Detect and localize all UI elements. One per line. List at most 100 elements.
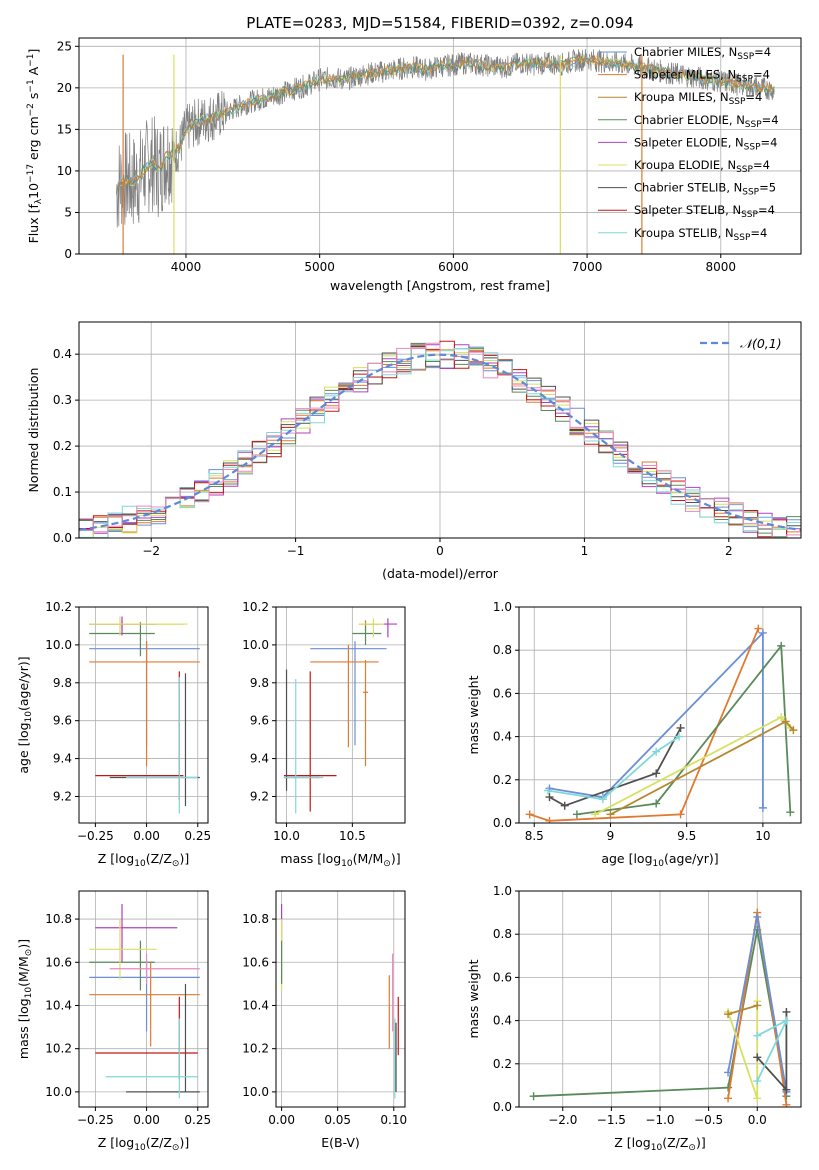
mass_weight_vs_age-marker [781, 717, 790, 726]
age_vs_Z-xtick-label: −0.25 [77, 829, 114, 843]
age_vs_mass-xlabel-part: )] [391, 851, 401, 866]
histogram-ytick-label: 0.0 [53, 531, 72, 545]
mass_weight_vs_Z-marker [753, 1053, 762, 1062]
mass_weight_vs_age-xtick-label: 10 [755, 829, 770, 843]
mass_weight_vs_Z-series-line [727, 1004, 758, 1015]
chart-layer: 4000 5000 6000 7000 80000510152025wavelength… [16, 37, 802, 1153]
mass_vs_ebv-xtick-label: 0.10 [380, 1113, 407, 1127]
spectrum-ylabel-part: s [26, 93, 41, 104]
age_vs_Z-ytick-label: 10.2 [45, 600, 72, 614]
spectrum-plot-area [116, 48, 775, 254]
mass_weight_vs_age-marker [591, 810, 600, 819]
legend-entry: Salpeter STELIB, NSSP=4 [634, 203, 775, 220]
mass_vs_ebv-ytick-label: 10.8 [242, 912, 269, 926]
spectrum-xtick-label: 8000 [706, 260, 737, 274]
legend-entry-part: =4 [753, 158, 770, 172]
mass_vs_Z-xlabel-part: )] [179, 1135, 189, 1150]
mass_weight_vs_age-ytick-label: 0.0 [493, 816, 512, 830]
mass_vs_Z-xlabel-part: 10 [134, 1143, 146, 1153]
histogram-step [79, 342, 801, 538]
mass_weight_vs_Z-marker [724, 1068, 733, 1077]
legend-entry-part: SSP [736, 165, 753, 175]
spectrum-ylabel-part: 10 [26, 183, 41, 199]
model-spectrum-line [116, 54, 775, 190]
age_vs_Z-ytick-label: 9.6 [53, 714, 72, 728]
legend-entry-part: SSP [734, 233, 751, 243]
mass_weight_vs_age-marker [560, 801, 569, 810]
mass_vs_Z-ylabel-part: 10 [24, 987, 34, 999]
legend-entry-part: Salpeter STELIB, [634, 203, 732, 217]
age_vs_Z-xlabel-part: )] [179, 851, 189, 866]
age_vs_Z-xlabel-part: Z [log [98, 851, 134, 866]
mass_vs_Z-ylabel-part: ⊙ [24, 949, 34, 957]
mass_weight_vs_age-ytick-label: 1.0 [493, 600, 512, 614]
mass_weight_vs_age-marker [598, 795, 607, 804]
mass_weight_vs_Z-ytick-label: 1.0 [493, 884, 512, 898]
spectrum-ylabel-part: −1 [26, 54, 36, 67]
mass_weight_vs_age-ytick-label: 0.4 [493, 730, 512, 744]
mass_vs_ebv-ytick-label: 10.2 [242, 1042, 269, 1056]
mass_vs_Z-ylabel: mass [log10(M/M⊙)] [16, 939, 34, 1059]
mass_weight_vs_Z-xlabel-part: (Z/Z [662, 1135, 688, 1150]
mass_weight_vs_age-marker [606, 810, 615, 819]
age_vs_mass-ytick-label: 10.0 [242, 638, 269, 652]
legend-entry-part: Chabrier MILES, [634, 45, 729, 59]
age_vs_Z-ylabel-part: age [log [16, 722, 31, 773]
spectrum-ytick-label: 10 [57, 164, 72, 178]
age_vs_Z-xlabel-part: ⊙ [172, 859, 180, 869]
legend-entry-part: SSP [742, 188, 759, 198]
spectrum-ylabel-part: −1 [26, 79, 36, 92]
legend-entry: Salpeter ELODIE, NSSP=4 [634, 135, 777, 152]
legend-entry-part: =4 [745, 90, 762, 104]
legend-entry-part: N [720, 90, 729, 104]
mass_weight_vs_age-series-line [529, 628, 760, 822]
mass_vs_Z-xlabel-part: ⊙ [172, 1143, 180, 1153]
histogram-ytick-label: 0.4 [53, 347, 72, 361]
mass_weight_vs_age-marker [786, 808, 795, 817]
legend-entry-part: Kroupa STELIB, [634, 226, 725, 240]
mass_vs_Z-ylabel-part: mass [log [16, 998, 31, 1059]
age_vs_Z-frame [78, 606, 209, 824]
mass_weight_vs_Z-xlabel-part: )] [696, 1135, 706, 1150]
mass_weight_vs_Z-marker [782, 1007, 791, 1016]
mass_weight_vs_Z-marker [753, 1001, 762, 1010]
mass_weight_vs_Z-plot-area [529, 908, 791, 1107]
age_vs_Z-xtick-label: 0.25 [184, 829, 211, 843]
mass_vs_ebv-plot-area [281, 903, 399, 1099]
mass_weight_vs_Z-xlabel-part: ⊙ [688, 1143, 696, 1153]
spectrum-ytick-label: 15 [57, 122, 72, 136]
age_vs_mass-xtick-label: 10.5 [339, 829, 366, 843]
mass_weight_vs_age-marker [754, 624, 763, 633]
mass_weight_vs_age-frame [518, 606, 802, 824]
mass_weight_vs_age-ytick-label: 0.8 [493, 643, 512, 657]
spectrum-frame [78, 37, 802, 255]
age_vs_mass-xlabel: mass [log10(M/M⊙)] [280, 851, 400, 869]
spectrum-ylabel-part: −17 [26, 164, 36, 183]
spectrum-xtick-label: 4000 [171, 260, 202, 274]
mass_weight_vs_age-marker [758, 803, 767, 812]
spectrum-ylabel-part: Flux [f [26, 204, 41, 244]
mass_vs_Z-xtick-label: 0.25 [184, 1113, 211, 1127]
mass_vs_Z-ytick-label: 10.8 [45, 912, 72, 926]
histogram-xtick-label: 2 [725, 544, 733, 558]
mass_weight_vs_age-xtick-label: 9.5 [677, 829, 696, 843]
legend-entry-part: N [732, 203, 741, 217]
mass_weight_vs_Z-xlabel: Z [log10(Z/Z⊙)] [614, 1135, 705, 1153]
mass_weight_vs_Z-xtick-label: 0.0 [748, 1113, 767, 1127]
mass_vs_ebv-ytick-label: 10.4 [242, 998, 269, 1012]
figure-title: PLATE=0283, MJD=51584, FIBERID=0392, z=0… [246, 14, 633, 32]
age_vs_Z-ytick-label: 9.8 [53, 676, 72, 690]
age_vs_mass-xlabel-part: 10 [341, 859, 353, 869]
legend-entry-part: N [727, 68, 736, 82]
mass_vs_Z-ylabel-part: )] [16, 939, 31, 949]
mass_weight_vs_age-marker [572, 810, 581, 819]
mass_weight_vs_Z-marker [753, 1094, 762, 1103]
histogram-plot-area [79, 340, 801, 538]
mass_weight_vs_Z-ytick-label: 0.2 [493, 1057, 512, 1071]
mass_vs_ebv-ytick-label: 10.6 [242, 955, 269, 969]
mass_weight_vs_Z-marker [753, 1031, 762, 1040]
mass_weight_vs_age-marker [777, 713, 786, 722]
legend-entry-part: =5 [759, 181, 776, 195]
mass_weight_vs_Z-marker [724, 1094, 733, 1103]
